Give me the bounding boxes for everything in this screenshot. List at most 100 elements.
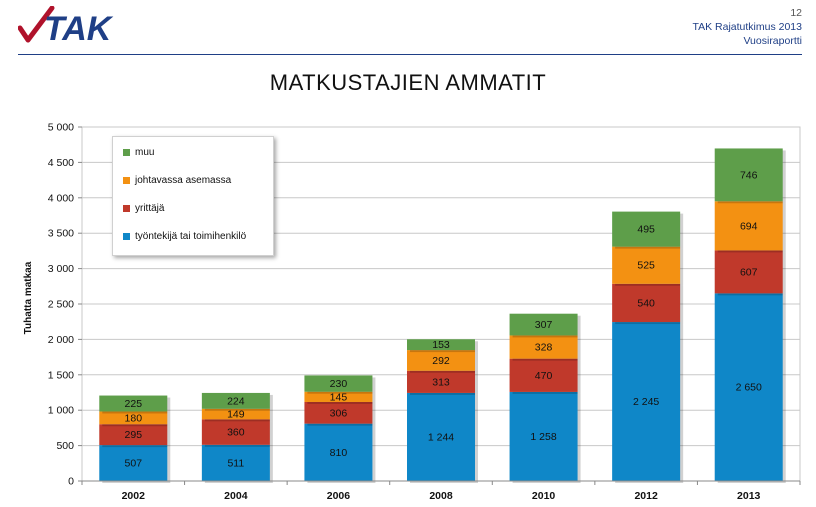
data-label: 180 [125, 412, 143, 424]
data-label: 292 [432, 355, 450, 367]
x-axis: 2002 2004 2006 2008 2010 2012 2013 [81, 480, 801, 502]
data-label: 225 [125, 398, 143, 410]
data-label: 145 [330, 391, 348, 403]
bar-segment [201, 392, 270, 409]
bar-segment [714, 201, 783, 251]
y-tick-label: 4 500 [48, 157, 74, 169]
bar-segment [201, 419, 270, 445]
data-label: 507 [125, 458, 143, 470]
bar-segment [304, 401, 373, 424]
y-tick-label: 2 500 [48, 299, 74, 311]
bar-segment [407, 350, 475, 371]
data-label: 306 [330, 407, 348, 419]
bar-segment [509, 335, 578, 359]
bar-segment [714, 148, 783, 202]
bar-segment [99, 424, 168, 446]
bar-segment [304, 423, 373, 481]
data-label: 224 [227, 395, 245, 407]
bar-segment [612, 246, 681, 284]
legend-item: muu [123, 147, 154, 158]
report-title: TAK Rajatutkimus 2013 [692, 21, 802, 33]
y-tick-label: 3 500 [48, 228, 74, 240]
y-axis: 0 500 1 000 1 500 2 000 2 500 3 000 3 500 4 000 4… [48, 122, 82, 488]
header-divider [18, 54, 802, 55]
data-label: 694 [740, 220, 758, 232]
y-tick-label: 500 [56, 440, 74, 452]
legend-item: työntekijä tai toimihenkilö [123, 231, 246, 242]
data-label: 2 650 [736, 382, 762, 394]
legend-item: johtavassa asemassa [123, 175, 231, 186]
bar-segment [99, 395, 168, 412]
x-tick-label: 2013 [737, 490, 761, 502]
bar-segment [304, 375, 373, 392]
data-label: 1 244 [428, 431, 454, 443]
x-tick-label: 2008 [429, 490, 453, 502]
bar-segment [407, 392, 475, 481]
legend-item: yrittäjä [123, 203, 164, 214]
legend-swatch [123, 149, 130, 156]
data-label: 295 [125, 429, 143, 441]
data-label: 495 [637, 224, 655, 236]
y-tick-label: 0 [68, 476, 74, 488]
chart-legend: muu johtavassa asemassa yrittäjä työntekijä… [112, 136, 274, 256]
data-label: 307 [535, 319, 553, 331]
data-label: 313 [432, 376, 450, 388]
data-label: 328 [535, 342, 553, 354]
y-tick-label: 4 000 [48, 192, 74, 204]
bar-segment [201, 444, 270, 481]
data-label: 746 [740, 169, 758, 181]
legend-label: yrittäjä [135, 203, 165, 214]
checkmark-icon [18, 6, 55, 43]
y-tick-label: 3 000 [48, 263, 74, 275]
page-number: 12 [790, 7, 802, 19]
legend-label: työntekijä tai toimihenkilö [135, 231, 247, 242]
bar-segment [509, 358, 578, 392]
data-label: 525 [637, 260, 655, 272]
x-tick-label: 2006 [327, 490, 351, 502]
data-label: 540 [637, 297, 655, 309]
data-label: 1 258 [530, 431, 556, 443]
data-label: 607 [740, 266, 758, 278]
legend-swatch [123, 177, 130, 184]
bar-segment [509, 391, 578, 481]
report-header: 12 TAK Rajatutkimus 2013 Vuosiraportti [692, 6, 802, 48]
x-tick-label: 2004 [224, 490, 248, 502]
bar-segment [99, 411, 168, 425]
bar-segment [612, 322, 681, 481]
data-label: 149 [227, 409, 245, 421]
bar-segment [714, 293, 783, 481]
data-label: 153 [432, 339, 450, 351]
data-label: 2 245 [633, 396, 659, 408]
tak-logo: TAK [18, 6, 114, 46]
bar-segment [714, 250, 783, 294]
bar-segment [509, 313, 578, 336]
bar-segment [201, 408, 270, 420]
bar-segment [612, 211, 681, 247]
report-subtitle: Vuosiraportti [743, 35, 802, 47]
y-tick-label: 5 000 [48, 122, 74, 134]
legend-label: johtavassa asemassa [135, 175, 232, 186]
y-tick-label: 1 500 [48, 369, 74, 381]
bar-segment [304, 391, 373, 402]
legend-swatch [123, 233, 130, 240]
data-label: 230 [330, 378, 348, 390]
chart-title: MATKUSTAJIEN AMMATIT [269, 70, 547, 95]
bar-segment [612, 283, 681, 323]
logo-text: TAK [44, 10, 114, 46]
data-label: 810 [330, 447, 348, 459]
bar-segment [99, 445, 168, 481]
y-tick-label: 1 000 [48, 405, 74, 417]
bar-segment [407, 370, 475, 393]
y-tick-label: 2 000 [48, 334, 74, 346]
data-label: 360 [227, 427, 245, 439]
legend-label: muu [135, 147, 155, 158]
x-tick-label: 2002 [122, 490, 146, 502]
data-label: 511 [227, 457, 244, 469]
bar-segment [407, 339, 475, 351]
data-label: 470 [535, 370, 553, 382]
x-tick-label: 2012 [634, 490, 658, 502]
legend-swatch [123, 205, 130, 212]
y-axis-label: Tuhatta matkaa [23, 261, 34, 334]
